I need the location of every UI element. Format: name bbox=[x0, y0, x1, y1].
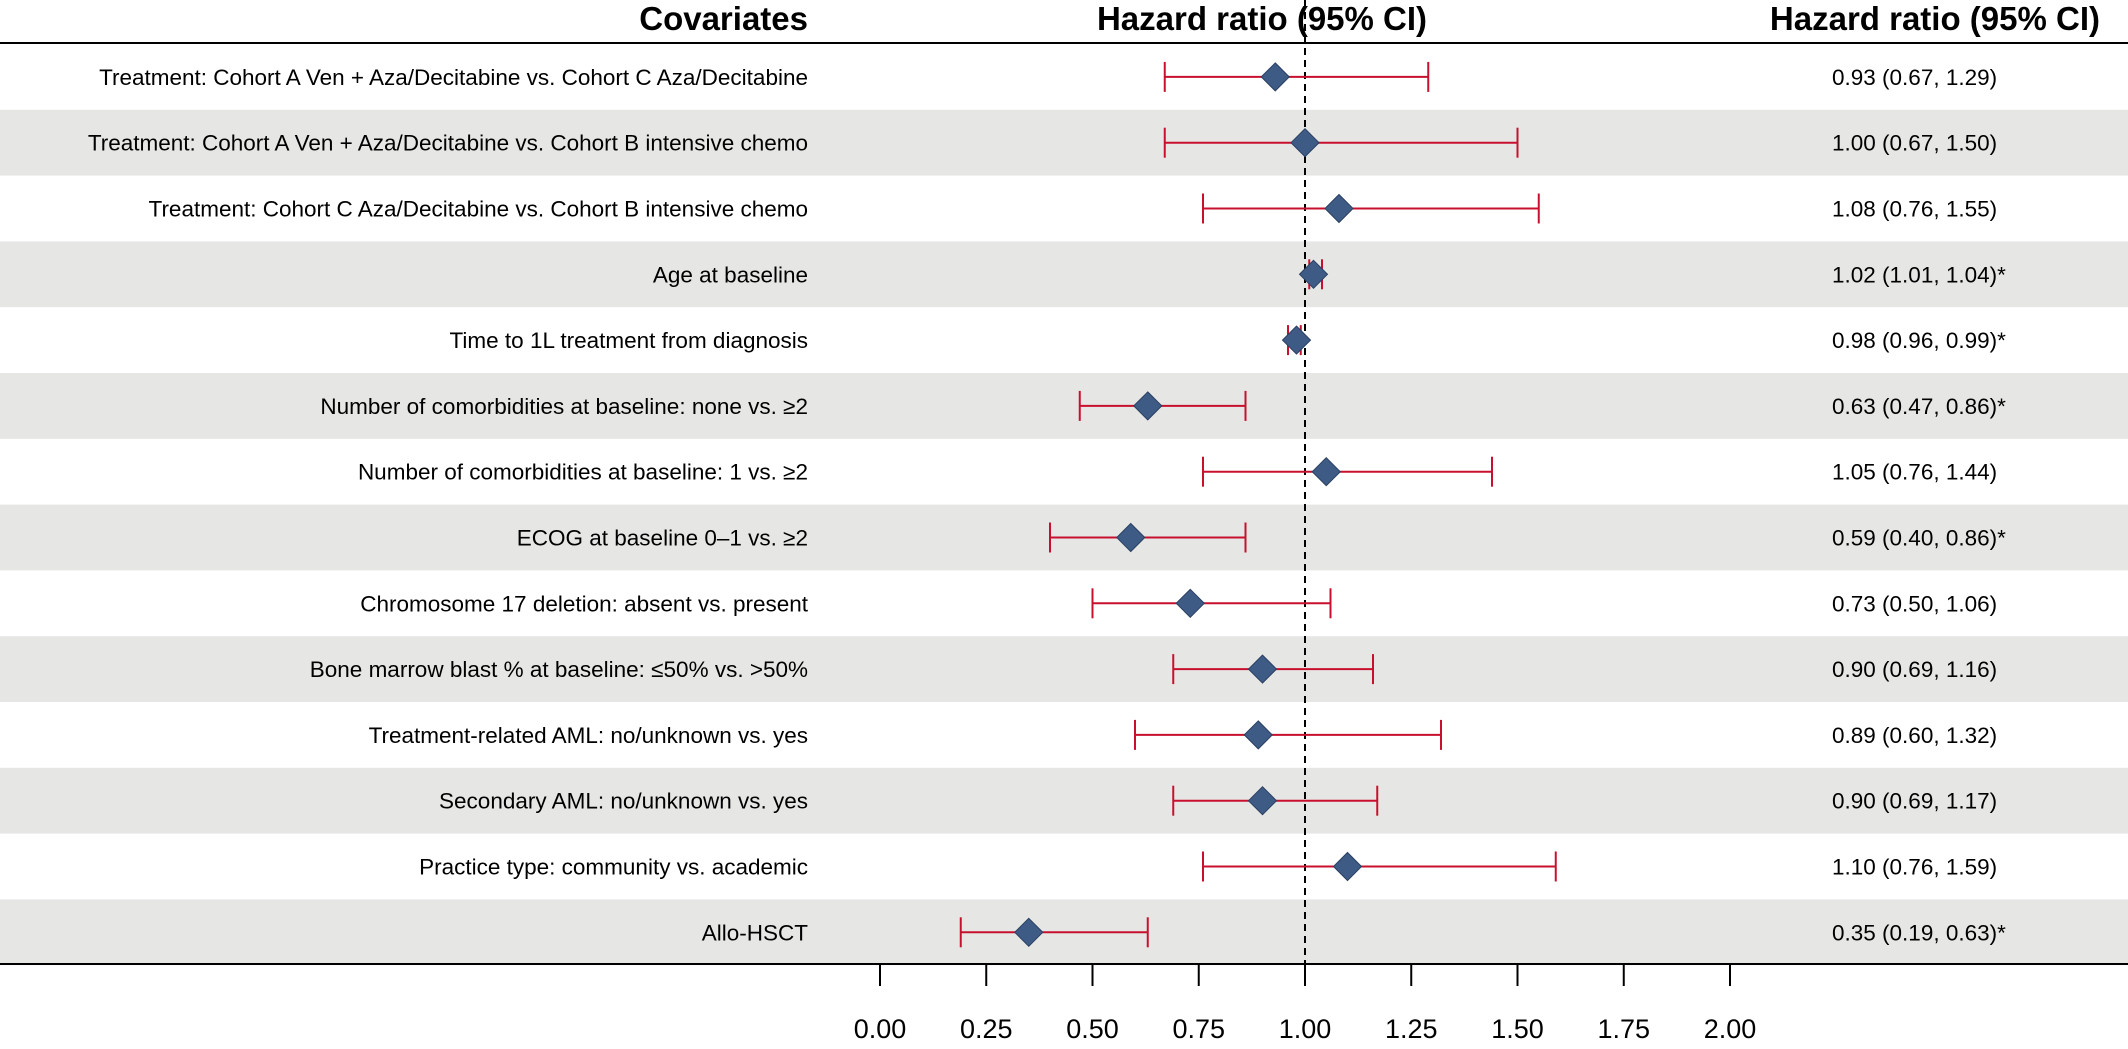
ci-row bbox=[1298, 259, 1329, 290]
ci-row bbox=[1281, 325, 1312, 356]
hr-point-marker bbox=[1290, 127, 1320, 158]
covariate-label: Time to 1L treatment from diagnosis bbox=[450, 328, 808, 353]
hr-value-label: 0.73 (0.50, 1.06) bbox=[1832, 591, 1997, 616]
hr-point-marker bbox=[1247, 785, 1278, 816]
hr-point-marker bbox=[1014, 917, 1044, 948]
hr-value-labels: 0.93 (0.67, 1.29) 1.00 (0.67, 1.50) 1.08 (… bbox=[1832, 65, 2006, 945]
hr-point-marker bbox=[1247, 654, 1278, 684]
covariate-label: Treatment: Cohort A Ven + Aza/Decitabine… bbox=[88, 131, 808, 156]
x-tick-label: 0.00 bbox=[854, 1014, 907, 1044]
covariate-label: Practice type: community vs. academic bbox=[419, 855, 808, 880]
ci-row bbox=[1078, 390, 1247, 421]
hr-value-label: 0.90 (0.69, 1.17) bbox=[1832, 789, 1997, 814]
covariate-label: Treatment-related AML: no/unknown vs. ye… bbox=[369, 723, 808, 748]
covariate-label: Chromosome 17 deletion: absent vs. prese… bbox=[360, 591, 808, 616]
x-tick-label: 2.00 bbox=[1704, 1014, 1757, 1044]
ci-row bbox=[1202, 456, 1493, 487]
ci-row bbox=[1134, 719, 1442, 750]
covariate-labels: Treatment: Cohort A Ven + Aza/Decitabine… bbox=[88, 65, 809, 945]
hr-point-marker bbox=[1332, 851, 1363, 882]
hr-value-label: 1.02 (1.01, 1.04)* bbox=[1832, 262, 2006, 287]
covariates-header: Covariates bbox=[639, 0, 808, 37]
hr-value-label: 0.35 (0.19, 0.63)* bbox=[1832, 920, 2006, 945]
x-tick-label: 0.75 bbox=[1172, 1014, 1225, 1044]
hr-value-label: 1.10 (0.76, 1.59) bbox=[1832, 855, 1997, 880]
hr-value-label: 0.59 (0.40, 0.86)* bbox=[1832, 526, 2006, 551]
covariate-label: Number of comorbidities at baseline: 1 v… bbox=[358, 460, 808, 485]
row-band bbox=[0, 636, 2128, 702]
hr-point-marker bbox=[1298, 259, 1329, 290]
covariate-label: Bone marrow blast % at baseline: ≤50% vs… bbox=[310, 657, 808, 682]
x-tick-label: 1.75 bbox=[1597, 1014, 1650, 1044]
row-band bbox=[0, 109, 2128, 176]
row-bands bbox=[0, 109, 2128, 966]
ci-row bbox=[1091, 588, 1332, 619]
plot-header: Hazard ratio (95% CI) bbox=[1097, 0, 1427, 37]
covariate-label: Treatment: Cohort A Ven + Aza/Decitabine… bbox=[99, 65, 808, 90]
covariate-label: ECOG at baseline 0–1 vs. ≥2 bbox=[517, 526, 808, 551]
values-header: Hazard ratio (95% CI) bbox=[1770, 0, 2100, 37]
hr-value-label: 0.89 (0.60, 1.32) bbox=[1832, 723, 1997, 748]
hr-point-marker bbox=[1243, 720, 1273, 750]
x-tick-label: 1.00 bbox=[1279, 1014, 1332, 1044]
ci-marks bbox=[959, 61, 1557, 948]
hr-value-label: 0.90 (0.69, 1.16) bbox=[1832, 657, 1997, 682]
hr-value-label: 0.93 (0.67, 1.29) bbox=[1832, 65, 1997, 90]
hr-value-label: 0.63 (0.47, 0.86)* bbox=[1832, 394, 2006, 419]
x-tick-label: 1.50 bbox=[1491, 1014, 1544, 1044]
covariate-label: Allo-HSCT bbox=[702, 920, 809, 945]
covariate-label: Secondary AML: no/unknown vs. yes bbox=[439, 789, 808, 814]
ci-row bbox=[1202, 851, 1557, 882]
hr-value-label: 1.00 (0.67, 1.50) bbox=[1832, 131, 1997, 156]
hr-point-marker bbox=[1311, 456, 1341, 487]
covariate-label: Age at baseline bbox=[653, 262, 808, 287]
ci-row bbox=[1172, 654, 1374, 685]
row-band bbox=[0, 767, 2128, 834]
covariate-label: Number of comorbidities at baseline: non… bbox=[320, 394, 808, 419]
x-tick-label: 0.25 bbox=[960, 1014, 1013, 1044]
hr-point-marker bbox=[1116, 522, 1146, 553]
hr-value-label: 0.98 (0.96, 0.99)* bbox=[1832, 328, 2006, 353]
row-band bbox=[0, 241, 2128, 308]
ci-row bbox=[1049, 522, 1247, 553]
hr-point-marker bbox=[1175, 588, 1205, 619]
ci-row bbox=[1163, 61, 1430, 92]
ci-row bbox=[959, 917, 1149, 948]
hr-value-label: 1.05 (0.76, 1.44) bbox=[1832, 460, 1997, 485]
ci-row bbox=[1163, 127, 1519, 158]
ci-row bbox=[1172, 785, 1379, 816]
ci-row bbox=[1202, 193, 1540, 224]
row-band bbox=[0, 373, 2128, 439]
hr-point-marker bbox=[1324, 193, 1354, 224]
hr-point-marker bbox=[1260, 62, 1290, 92]
covariate-label: Treatment: Cohort C Aza/Decitabine vs. C… bbox=[149, 197, 808, 222]
hr-point-marker bbox=[1133, 391, 1163, 421]
x-tick-label: 1.25 bbox=[1385, 1014, 1438, 1044]
x-axis: 0.00 0.25 0.50 0.75 1.00 1.25 1.50 1.75 2.00 bbox=[854, 964, 1757, 1044]
x-tick-label: 0.50 bbox=[1066, 1014, 1119, 1044]
hr-point-marker bbox=[1281, 325, 1312, 355]
hr-value-label: 1.08 (0.76, 1.55) bbox=[1832, 197, 1997, 222]
